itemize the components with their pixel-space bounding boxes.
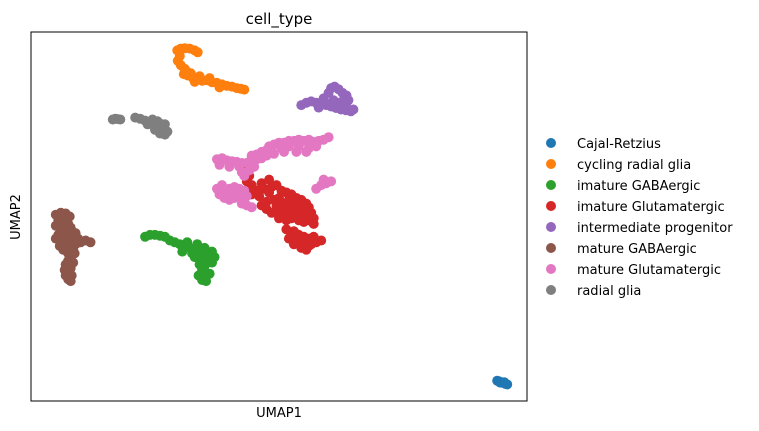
data-point xyxy=(298,211,309,222)
series-cajal-retzius xyxy=(492,375,513,390)
data-point xyxy=(311,141,322,152)
legend-marker xyxy=(546,285,556,295)
data-point xyxy=(187,248,198,259)
data-point xyxy=(142,119,153,130)
data-point xyxy=(192,239,203,250)
data-point xyxy=(115,114,126,125)
legend-marker xyxy=(546,264,556,274)
data-point xyxy=(214,82,225,93)
data-point xyxy=(283,194,294,205)
scatter-points xyxy=(50,43,513,390)
data-point xyxy=(177,246,188,257)
data-point xyxy=(201,276,212,287)
legend-marker xyxy=(546,243,556,253)
data-point xyxy=(266,207,277,218)
data-point xyxy=(279,146,289,157)
data-point xyxy=(251,185,262,196)
series-radial-glia xyxy=(107,112,173,140)
data-point xyxy=(316,235,327,246)
legend-label: intermediate progenitor xyxy=(577,221,733,236)
data-point xyxy=(348,104,359,115)
data-point xyxy=(214,159,225,170)
data-point xyxy=(73,233,84,244)
legend-marker xyxy=(546,222,556,232)
legend-label: Cajal-Retzius xyxy=(577,137,661,152)
data-point xyxy=(313,102,324,113)
legend-label: mature Glutamatergic xyxy=(577,263,721,278)
data-point xyxy=(207,246,217,257)
legend-label: mature GABAergic xyxy=(577,242,697,257)
data-point xyxy=(288,239,299,250)
series-cycling-radial-glia xyxy=(172,43,250,95)
data-point xyxy=(308,218,319,229)
y-axis-label: UMAP2 xyxy=(9,194,24,240)
series-mature-gabaergic xyxy=(50,207,96,287)
data-point xyxy=(59,265,70,275)
data-point xyxy=(303,233,314,244)
series-mature-glutamatergic xyxy=(212,132,337,213)
legend-marker xyxy=(546,159,556,169)
data-point xyxy=(333,100,344,111)
legend: Cajal-Retzius cycling radial glia imature … xyxy=(546,137,733,299)
data-point xyxy=(311,183,322,194)
data-point xyxy=(323,99,334,109)
data-point xyxy=(274,193,284,203)
plot-frame xyxy=(30,31,528,402)
data-point xyxy=(256,153,267,164)
data-point xyxy=(193,270,204,281)
data-point xyxy=(323,132,334,143)
data-point xyxy=(239,84,250,95)
data-point xyxy=(204,268,215,279)
data-point xyxy=(306,207,317,218)
data-point xyxy=(264,174,275,185)
legend-label: cycling radial glia xyxy=(577,158,691,173)
series-imature-glutamatergic xyxy=(241,163,327,255)
data-point xyxy=(303,241,314,251)
data-point xyxy=(499,377,510,388)
data-point xyxy=(264,187,275,198)
data-point xyxy=(192,47,203,58)
legend-marker xyxy=(546,180,556,190)
data-point xyxy=(293,229,304,240)
data-point xyxy=(159,129,170,140)
data-point xyxy=(226,189,237,200)
data-point xyxy=(256,178,267,189)
data-point xyxy=(318,174,329,185)
data-point xyxy=(241,191,252,202)
data-point xyxy=(283,202,294,213)
legend-marker xyxy=(546,138,556,148)
data-point xyxy=(291,146,302,157)
data-point xyxy=(204,73,215,84)
data-point xyxy=(199,242,210,253)
data-point xyxy=(249,161,260,172)
legend-label: imature Glutamatergic xyxy=(577,200,725,215)
data-point xyxy=(152,116,163,127)
data-point xyxy=(85,237,96,248)
x-axis-label: UMAP1 xyxy=(256,406,302,421)
data-point xyxy=(207,257,217,268)
data-point xyxy=(189,76,200,87)
data-point xyxy=(69,248,80,259)
data-point xyxy=(61,213,72,224)
data-point xyxy=(326,176,337,187)
data-point xyxy=(217,180,227,191)
series-imature-gabaergic xyxy=(140,229,220,287)
data-point xyxy=(224,161,235,172)
data-point xyxy=(236,167,247,178)
data-point xyxy=(301,146,312,157)
legend-label: radial glia xyxy=(577,284,641,299)
legend-label: imature GABAergic xyxy=(577,179,700,194)
data-point xyxy=(293,202,304,213)
legend-marker xyxy=(546,201,556,211)
data-point xyxy=(65,276,76,287)
data-point xyxy=(246,202,257,213)
data-point xyxy=(56,220,67,231)
data-point xyxy=(182,237,193,248)
chart-title: cell_type xyxy=(246,10,313,29)
series-intermediate-progenitor xyxy=(296,81,359,117)
data-point xyxy=(54,241,65,251)
